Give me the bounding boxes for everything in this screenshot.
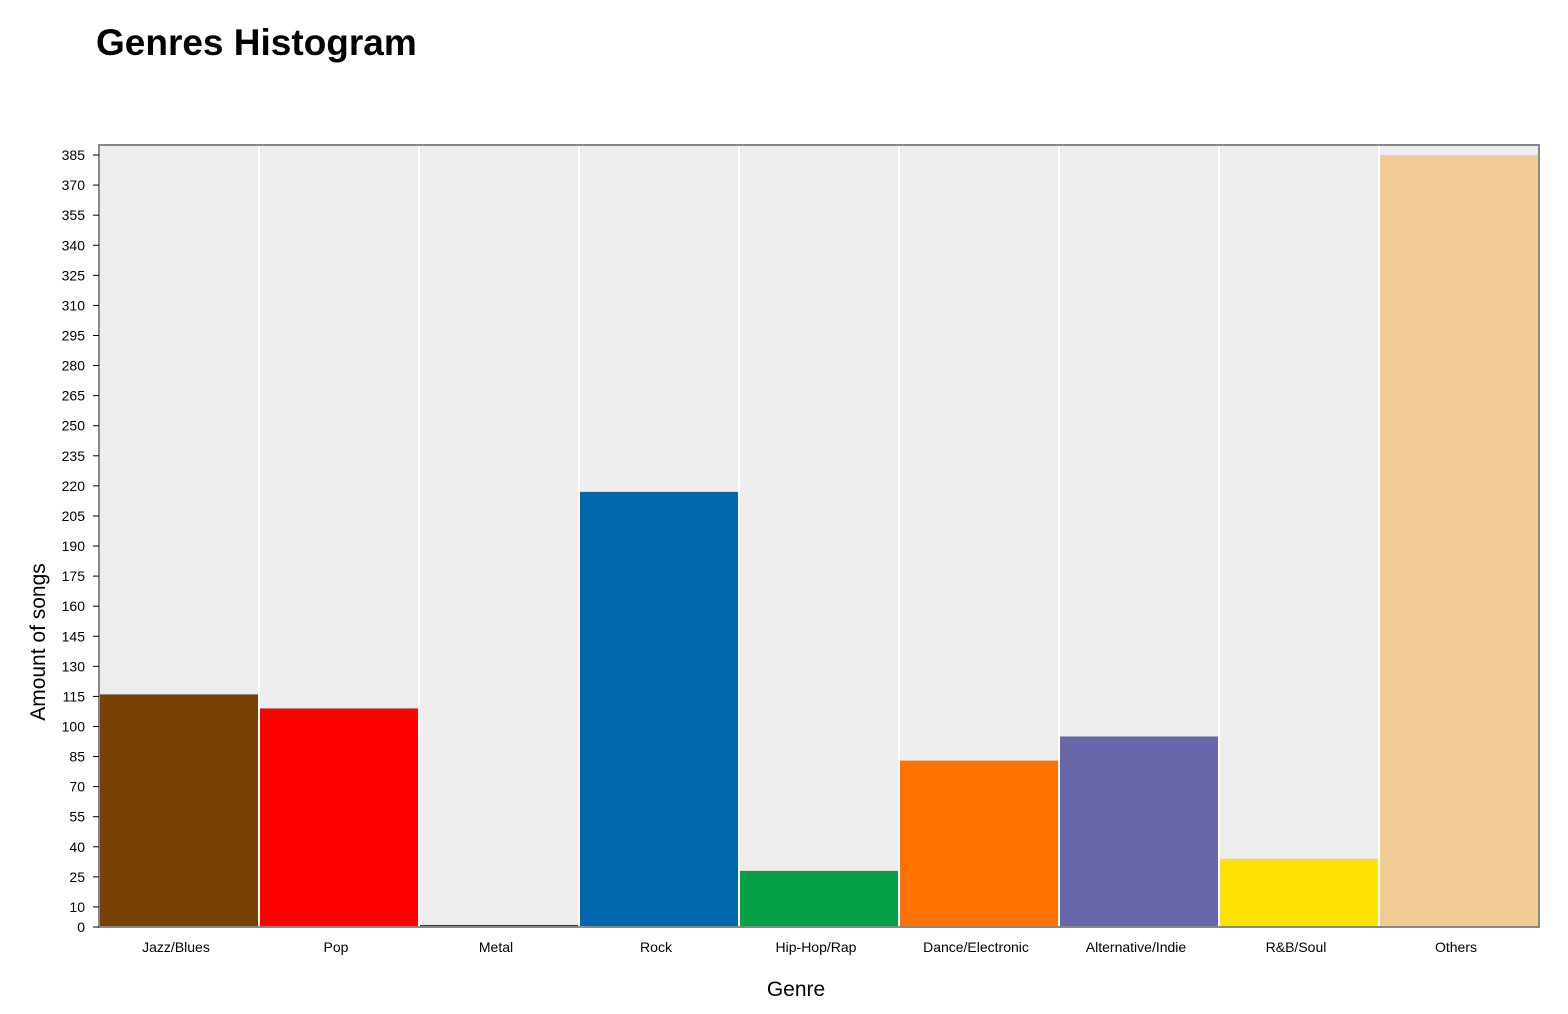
y-tick-label: 310 (62, 297, 86, 313)
y-tick-label: 235 (62, 448, 86, 464)
bar-metal (420, 924, 578, 927)
y-tick-label: 160 (62, 598, 86, 614)
y-tick-label: 130 (62, 658, 86, 674)
y-tick-label: 295 (62, 327, 86, 343)
bars (100, 155, 1538, 927)
y-tick-label: 250 (62, 418, 86, 434)
bar-jazz-blues (100, 694, 258, 927)
y-tick-label: 70 (69, 779, 85, 795)
x-tick-label: Rock (640, 939, 673, 955)
bar-alternative-indie (1060, 736, 1218, 927)
y-tick-label: 280 (62, 358, 86, 374)
y-tick-label: 175 (62, 568, 86, 584)
y-tick-label: 220 (62, 478, 86, 494)
y-tick-label: 265 (62, 388, 86, 404)
x-tick-label: Pop (324, 939, 349, 955)
grid-lines (258, 145, 1380, 927)
bar-pop (260, 708, 418, 927)
y-tick-label: 385 (62, 147, 86, 163)
y-tick-label: 370 (62, 177, 86, 193)
y-tick-label: 340 (62, 237, 86, 253)
x-axis-label: Genre (767, 978, 825, 1001)
y-tick-label: 10 (69, 899, 85, 915)
plot-border (98, 144, 1540, 928)
bar-rock (580, 491, 738, 927)
y-tick-label: 85 (69, 749, 85, 765)
x-tick-label: Hip-Hop/Rap (776, 939, 857, 955)
x-axis-ticks: Jazz/Blues Pop Metal Rock Hip-Hop/Rap Dance/E… (142, 939, 1477, 955)
y-tick-label: 115 (63, 688, 86, 704)
y-tick-label: 25 (69, 869, 85, 885)
plot-frame (98, 144, 1540, 928)
bar-r-b-soul (1220, 858, 1378, 927)
y-tick-label: 40 (69, 839, 85, 855)
y-axis-ticks: 0 10 25 40 55 70 85 100 115 130 145 160 175 190 205 220… (62, 147, 99, 935)
x-tick-label: Others (1435, 939, 1477, 955)
x-tick-label: Dance/Electronic (923, 939, 1029, 955)
y-tick-label: 145 (62, 628, 86, 644)
y-tick-label: 355 (62, 207, 86, 223)
y-axis-label: Amount of songs (27, 563, 50, 721)
y-tick-label: 205 (62, 508, 86, 524)
bar-hip-hop-rap (740, 870, 898, 927)
chart-title: Genres Histogram (96, 22, 417, 63)
y-tick-label: 100 (62, 718, 86, 734)
y-tick-label: 0 (77, 919, 85, 935)
x-tick-label: Alternative/Indie (1086, 939, 1187, 955)
y-tick-label: 325 (62, 267, 86, 283)
x-tick-label: R&B/Soul (1266, 939, 1327, 955)
bar-dance-electronic (900, 760, 1058, 927)
bar-others (1380, 155, 1538, 927)
y-tick-label: 55 (69, 809, 85, 825)
y-tick-label: 190 (62, 538, 86, 554)
x-tick-label: Jazz/Blues (142, 939, 210, 955)
x-tick-label: Metal (479, 939, 513, 955)
